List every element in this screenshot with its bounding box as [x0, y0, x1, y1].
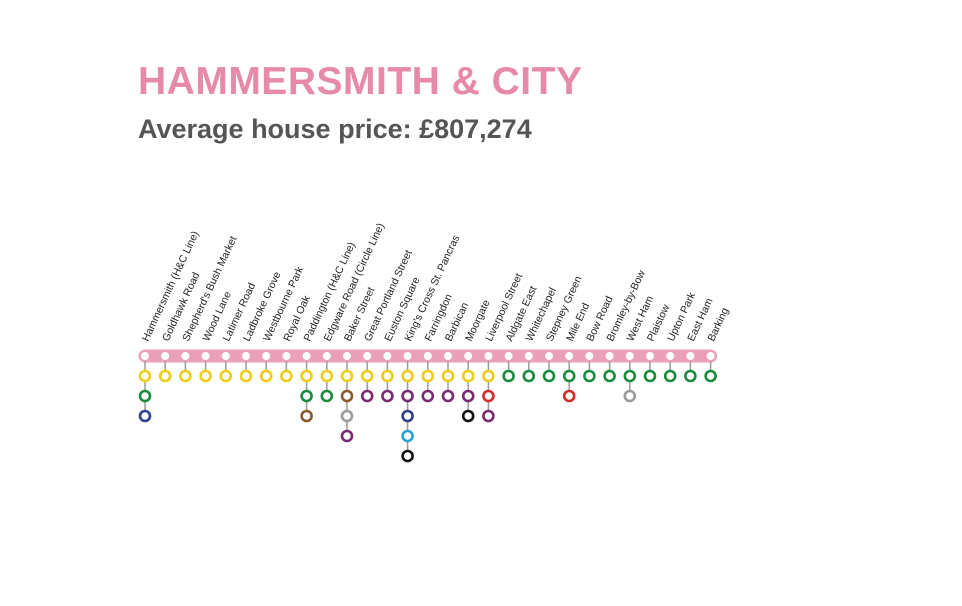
average-price-subtitle: Average house price: £807,274 — [138, 114, 532, 144]
station-circle — [705, 350, 716, 362]
station-circle — [624, 350, 636, 362]
station-circle — [564, 350, 575, 362]
interchange-circle-circle — [461, 369, 475, 383]
station-circle — [139, 350, 151, 362]
interchange-circle-circle — [381, 369, 394, 383]
interchange-circle-circle — [239, 369, 253, 383]
interchange-circle-piccadilly — [138, 409, 152, 423]
interchange-circle-district — [522, 369, 536, 383]
interchange-circle-circle — [320, 369, 334, 383]
interchange-circle-metropolitan — [401, 389, 414, 403]
interchange-circle-circle — [482, 369, 495, 383]
interchange-circle-northern — [461, 409, 475, 423]
interchange-circle-district — [300, 389, 313, 403]
station-circle — [483, 350, 494, 362]
interchange-circle-metropolitan — [381, 389, 394, 403]
station-circle — [503, 350, 514, 362]
interchange-circle-circle — [300, 369, 313, 383]
interchange-circle-district — [623, 369, 637, 383]
interchange-circle-district — [138, 389, 152, 403]
interchange-circle-district — [663, 369, 677, 383]
station-circle — [382, 350, 393, 362]
station-circle — [442, 350, 454, 362]
station-circle — [261, 350, 272, 362]
station-circle — [665, 350, 676, 362]
station-circle — [685, 350, 696, 362]
interchange-circle-district — [542, 369, 556, 383]
interchange-circle-circle — [138, 369, 152, 383]
interchange-circle-circle — [199, 369, 212, 383]
interchange-circle-circle — [219, 369, 233, 383]
interchange-circle-piccadilly — [401, 409, 414, 423]
interchange-circle-district — [684, 369, 697, 383]
interchange-circle-circle — [259, 369, 273, 383]
interchange-circle-metropolitan — [441, 389, 455, 403]
interchange-circle-circle — [158, 369, 172, 383]
interchange-circle-circle — [340, 369, 354, 383]
station-circle — [281, 350, 292, 362]
interchange-circle-metropolitan — [482, 409, 495, 423]
station-circle — [341, 350, 353, 362]
interchange-circle-central — [562, 389, 576, 403]
interchange-circle-metropolitan — [461, 389, 475, 403]
station-circle — [402, 350, 413, 362]
station-circle — [543, 350, 555, 362]
interchange-circle-metropolitan — [421, 389, 435, 403]
station-circle — [321, 350, 332, 362]
station-circle — [220, 350, 231, 362]
station-circle — [240, 350, 252, 362]
interchange-circle-metropolitan — [340, 429, 354, 443]
page-title: HAMMERSMITH & CITY — [138, 60, 583, 103]
station-circle — [604, 350, 615, 362]
interchange-circle-district — [583, 369, 596, 383]
station-circle — [523, 350, 535, 362]
station-circle — [362, 350, 373, 362]
station-circle — [644, 350, 656, 362]
station-circle — [301, 350, 312, 362]
station-circle — [159, 350, 171, 362]
interchange-circle-circle — [421, 369, 435, 383]
interchange-circle-northern — [401, 449, 414, 463]
interchange-circle-circle — [280, 369, 293, 383]
station-circle — [584, 350, 595, 362]
interchange-circle-circle — [401, 369, 414, 383]
interchange-circle-jubilee — [340, 409, 354, 423]
station-circle — [422, 350, 433, 362]
station-circle — [180, 350, 191, 362]
interchange-circle-circle — [360, 369, 374, 383]
interchange-circle-district — [603, 369, 616, 383]
interchange-circle-bakerloo — [300, 409, 313, 423]
interchange-circle-district — [562, 369, 576, 383]
interchange-circle-bakerloo — [340, 389, 354, 403]
interchange-circle-central — [482, 389, 495, 403]
interchange-circle-metropolitan — [360, 389, 374, 403]
station-circle — [463, 350, 474, 362]
station-circle — [200, 350, 211, 362]
interchange-circle-district — [704, 369, 717, 383]
interchange-circle-circle — [179, 369, 192, 383]
interchange-circle-victoria — [401, 429, 414, 443]
interchange-circle-district — [643, 369, 657, 383]
interchange-circle-district — [502, 369, 515, 383]
interchange-circle-jubilee — [623, 389, 637, 403]
interchange-circle-circle — [441, 369, 455, 383]
interchange-circle-district — [320, 389, 334, 403]
